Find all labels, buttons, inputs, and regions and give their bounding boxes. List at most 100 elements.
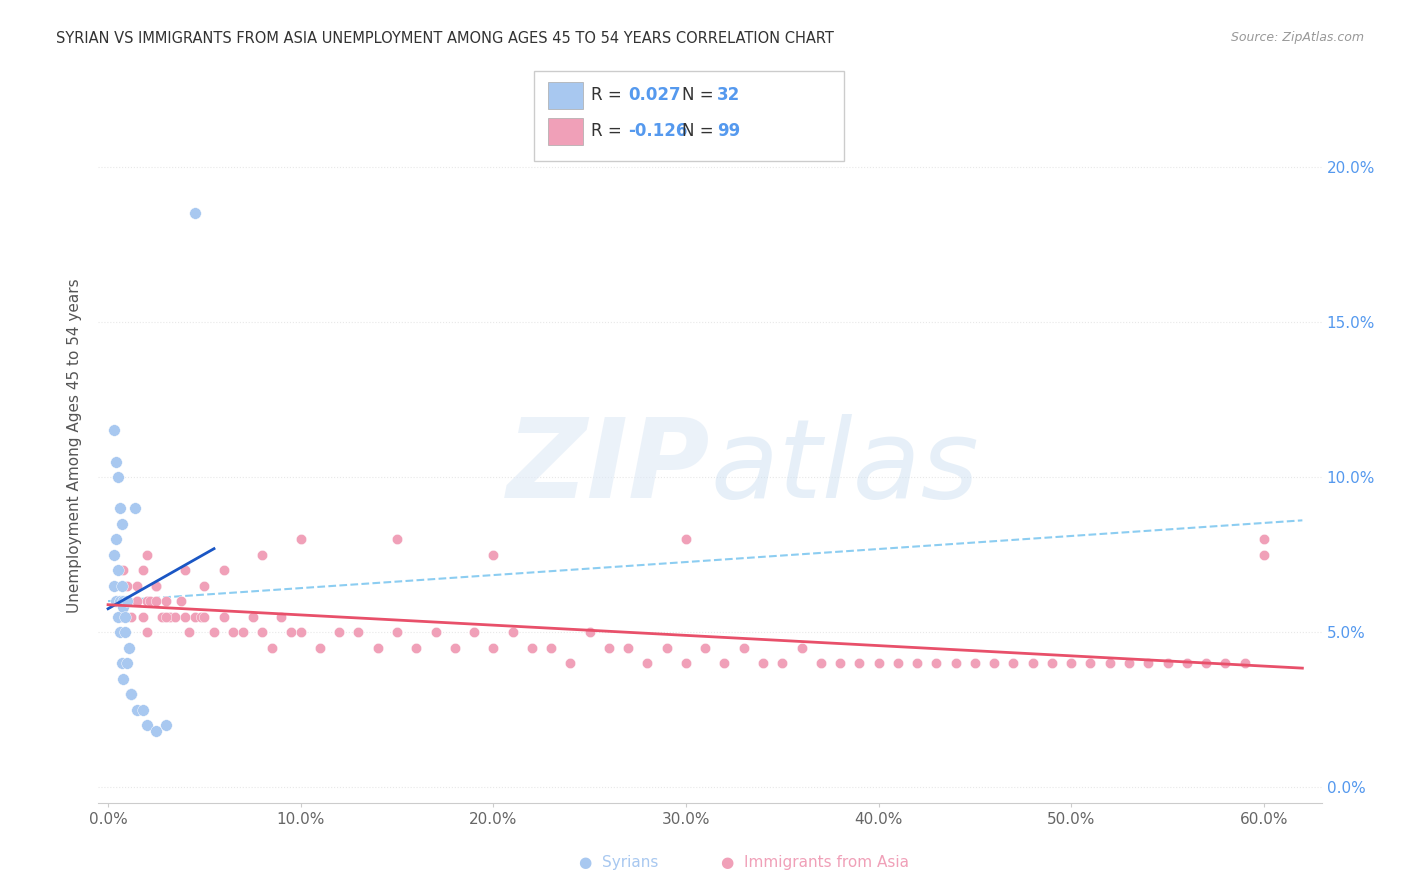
Point [103,548,125,562]
Point [810,656,832,670]
Point [482,640,505,655]
Text: 99: 99 [717,122,741,140]
Point [598,640,620,655]
Point [135,718,157,732]
Point [117,594,139,608]
Point [385,532,408,546]
Point [675,532,697,546]
Point [250,548,273,562]
Point [145,579,167,593]
Point [905,656,928,670]
Point [232,625,254,640]
Point [184,609,207,624]
Point [425,625,447,640]
Text: N =: N = [682,122,718,140]
Point [112,600,135,615]
Text: -0.126: -0.126 [628,122,688,140]
Point [280,625,302,640]
Point [1118,656,1140,670]
Point [212,563,235,577]
Point [482,548,505,562]
Point [828,656,851,670]
Point [150,609,173,624]
Point [636,656,658,670]
Point [112,672,135,686]
Point [1021,656,1043,670]
Point [132,563,155,577]
Point [132,703,155,717]
Point [868,656,890,670]
Point [104,454,127,468]
Point [560,656,582,670]
Point [270,609,292,624]
Point [125,703,148,717]
Text: ZIP: ZIP [506,414,710,521]
Point [887,656,910,670]
Point [114,625,136,640]
Point [118,640,141,655]
Point [695,640,717,655]
Point [385,625,408,640]
Point [202,625,225,640]
Point [110,516,132,531]
Point [290,625,312,640]
Point [347,625,370,640]
Point [104,532,127,546]
Point [405,640,427,655]
Point [617,640,640,655]
Point [103,424,125,438]
Point [578,625,600,640]
Point [945,656,967,670]
Point [790,640,813,655]
Point [1040,656,1063,670]
Point [117,594,139,608]
Point [108,594,131,608]
Point [1002,656,1025,670]
Y-axis label: Unemployment Among Ages 45 to 54 years: Unemployment Among Ages 45 to 54 years [67,278,83,614]
Point [1060,656,1083,670]
Point [502,625,524,640]
Point [290,532,312,546]
Point [925,656,948,670]
Point [107,470,129,484]
Text: 32: 32 [717,87,741,104]
Text: R =: R = [591,87,627,104]
Point [1195,656,1218,670]
Point [125,594,148,608]
Point [108,501,131,516]
Point [125,594,148,608]
Point [443,640,465,655]
Point [675,656,697,670]
Point [145,594,167,608]
Point [107,609,129,624]
Text: 0.027: 0.027 [628,87,681,104]
Point [110,656,132,670]
Point [139,594,162,608]
Point [120,609,142,624]
Point [328,625,350,640]
Point [260,640,283,655]
Point [1098,656,1121,670]
Point [132,609,155,624]
Point [125,579,148,593]
Point [145,724,167,739]
Text: ●  Syrians: ● Syrians [579,855,658,870]
Point [1137,656,1160,670]
Point [103,579,125,593]
Point [242,609,264,624]
Point [250,625,273,640]
Text: SYRIAN VS IMMIGRANTS FROM ASIA UNEMPLOYMENT AMONG AGES 45 TO 54 YEARS CORRELATIO: SYRIAN VS IMMIGRANTS FROM ASIA UNEMPLOYM… [56,31,834,46]
Point [120,687,142,701]
Point [212,609,235,624]
Point [463,625,485,640]
Point [135,594,157,608]
Point [112,563,135,577]
Text: atlas: atlas [710,414,979,521]
Point [367,640,389,655]
Point [222,625,245,640]
Point [104,594,127,608]
Point [655,640,678,655]
Point [983,656,1005,670]
Point [770,656,793,670]
Point [155,609,177,624]
